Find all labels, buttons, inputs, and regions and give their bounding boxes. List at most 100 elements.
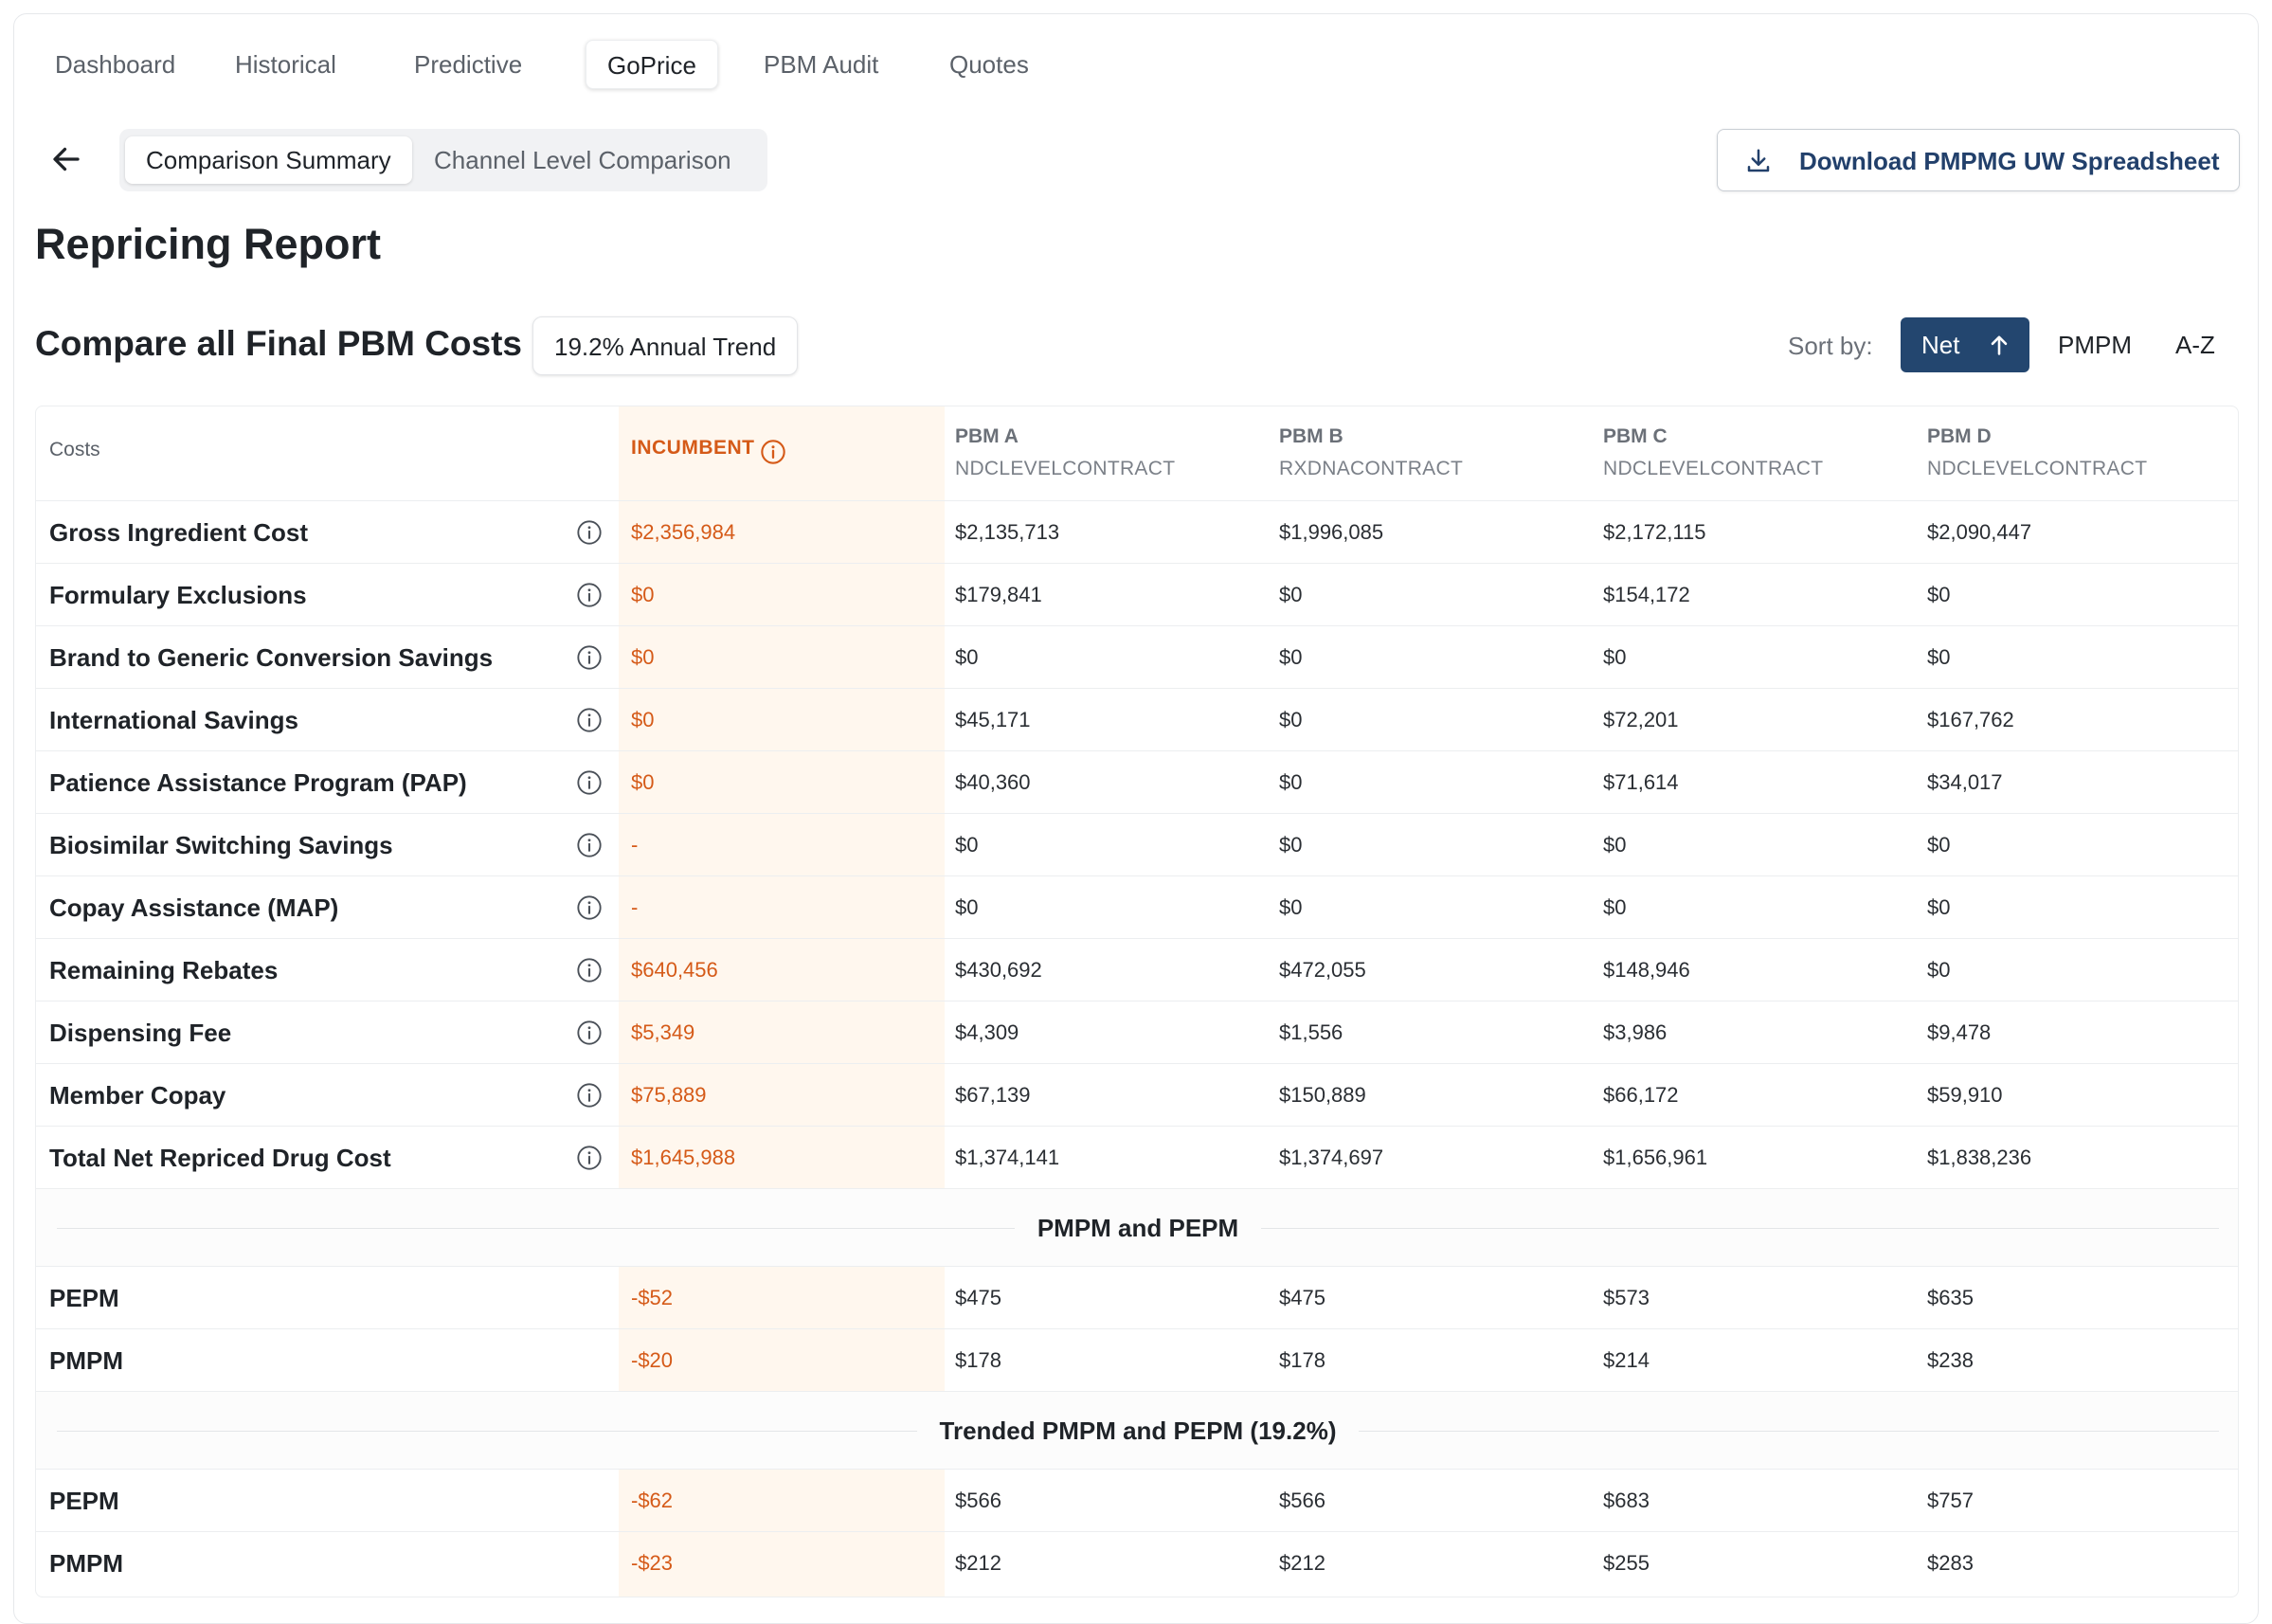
table-row: Formulary Exclusions $0 $179,841 $0 $154,172… xyxy=(36,563,2238,625)
pbm-d-header: PBM D NDCLEVELCONTRACT xyxy=(1927,425,2147,480)
pbm-value-cell: $635 xyxy=(1927,1286,1974,1309)
incumbent-cell: $2,356,984 xyxy=(631,520,736,544)
pbm-value-cell: $212 xyxy=(1279,1551,1325,1575)
pbm-value-cell: $1,374,697 xyxy=(1279,1146,1384,1169)
pbm-value-cell: $1,838,236 xyxy=(1927,1146,2032,1169)
sort-az-button[interactable]: A-Z xyxy=(2175,331,2215,359)
pbm-value-cell: $212 xyxy=(955,1551,1001,1575)
incumbent-cell: $640,456 xyxy=(631,958,718,982)
info-icon[interactable] xyxy=(576,582,603,608)
incumbent-cell: -$23 xyxy=(631,1551,674,1575)
section-title: Compare all Final PBM Costs xyxy=(35,324,522,363)
pbm-name: PBM D xyxy=(1927,425,1992,447)
info-icon[interactable] xyxy=(576,644,603,671)
row-label: International Savings xyxy=(49,706,298,734)
info-icon[interactable] xyxy=(576,894,603,921)
pbm-value-cell: $4,309 xyxy=(955,1020,1019,1044)
pbm-value-cell: $9,478 xyxy=(1927,1020,1992,1044)
pbm-value-cell: $472,055 xyxy=(1279,958,1366,982)
section-title: Trended PMPM and PEPM (19.2%) xyxy=(916,1416,1360,1445)
back-arrow-icon[interactable] xyxy=(49,142,83,176)
sort-net-button[interactable]: Net xyxy=(1901,317,2029,372)
pbm-value-cell: $1,556 xyxy=(1279,1020,1343,1044)
table-row: Brand to Generic Conversion Savings $0 $0 $… xyxy=(36,625,2238,688)
pbm-value-cell: $0 xyxy=(955,895,979,919)
tab-predictive[interactable]: Predictive xyxy=(414,50,523,79)
table-row: Biosimilar Switching Savings - $0 $0 $0 $0 xyxy=(36,813,2238,875)
pbm-value-cell: $0 xyxy=(1279,708,1303,731)
info-icon[interactable] xyxy=(576,769,603,796)
pbm-value-cell: $72,201 xyxy=(1603,708,1679,731)
pbm-value-cell: $0 xyxy=(1927,833,1951,857)
pbm-value-cell: $178 xyxy=(955,1348,1001,1372)
table-row: PMPM -$23 $212 $212 $255 $283 xyxy=(36,1531,2238,1594)
section-header: PMPM and PEPM xyxy=(36,1188,2238,1266)
pbm-value-cell: $255 xyxy=(1603,1551,1650,1575)
pbm-value-cell: $67,139 xyxy=(955,1083,1031,1107)
pbm-value-cell: $1,374,141 xyxy=(955,1146,1060,1169)
pbm-value-cell: $178 xyxy=(1279,1348,1325,1372)
tab-goprice[interactable]: GoPrice xyxy=(586,40,718,89)
pbm-value-cell: $0 xyxy=(1279,645,1303,669)
row-label: Brand to Generic Conversion Savings xyxy=(49,643,494,672)
pbm-value-cell: $2,135,713 xyxy=(955,520,1060,544)
info-icon[interactable] xyxy=(576,1082,603,1109)
info-icon[interactable] xyxy=(576,1020,603,1046)
tab-pbm-audit[interactable]: PBM Audit xyxy=(764,50,879,79)
table-row: Gross Ingredient Cost $2,356,984 $2,135,71… xyxy=(36,500,2238,563)
row-label: Member Copay xyxy=(49,1081,226,1110)
pbm-value-cell: $566 xyxy=(1279,1489,1325,1512)
tab-dashboard[interactable]: Dashboard xyxy=(55,50,176,79)
download-button-label: Download PMPMG UW Spreadsheet xyxy=(1799,147,2220,175)
incumbent-cell: -$52 xyxy=(631,1286,674,1309)
pbm-value-cell: $214 xyxy=(1603,1348,1650,1372)
pbm-value-cell: $0 xyxy=(1279,895,1303,919)
toggle-comparison-summary[interactable]: Comparison Summary xyxy=(125,136,412,184)
info-icon[interactable] xyxy=(576,519,603,546)
pbm-value-cell: $3,986 xyxy=(1603,1020,1668,1044)
pbm-name: PBM A xyxy=(955,425,1019,447)
pbm-value-cell: $45,171 xyxy=(955,708,1031,731)
sort-net-label: Net xyxy=(1921,331,1960,359)
pbm-value-cell: $566 xyxy=(955,1489,1001,1512)
info-icon[interactable] xyxy=(576,1145,603,1171)
pbm-value-cell: $0 xyxy=(1927,645,1951,669)
incumbent-cell: $0 xyxy=(631,645,655,669)
pbm-value-cell: $0 xyxy=(1927,895,1951,919)
table-row: Remaining Rebates $640,456 $430,692 $472,05… xyxy=(36,938,2238,1001)
pbm-value-cell: $757 xyxy=(1927,1489,1974,1512)
pbm-value-cell: $0 xyxy=(1279,583,1303,606)
annual-trend-badge: 19.2% Annual Trend xyxy=(532,316,799,375)
row-label: Patience Assistance Program (PAP) xyxy=(49,768,467,797)
info-icon[interactable] xyxy=(576,707,603,733)
pbm-value-cell: $0 xyxy=(1279,833,1303,857)
table-row: Total Net Repriced Drug Cost $1,645,988 $1… xyxy=(36,1126,2238,1188)
pbm-value-cell: $0 xyxy=(1603,645,1627,669)
sort-pmpm-button[interactable]: PMPM xyxy=(2058,331,2132,359)
incumbent-cell: $75,889 xyxy=(631,1083,707,1107)
row-label: Total Net Repriced Drug Cost xyxy=(49,1144,391,1172)
pbm-value-cell: $66,172 xyxy=(1603,1083,1679,1107)
download-spreadsheet-button[interactable]: Download PMPMG UW Spreadsheet xyxy=(1717,129,2240,191)
row-label: PMPM xyxy=(49,1346,123,1375)
sort-by-label: Sort by: xyxy=(1788,332,1873,360)
tab-historical[interactable]: Historical xyxy=(235,50,336,79)
incumbent-header: INCUMBENT xyxy=(631,437,755,459)
row-label: Biosimilar Switching Savings xyxy=(49,831,393,859)
incumbent-cell: - xyxy=(631,895,639,919)
table-row: Patience Assistance Program (PAP) $0 $40,3… xyxy=(36,750,2238,813)
pbm-value-cell: $683 xyxy=(1603,1489,1650,1512)
toggle-channel-level-comparison[interactable]: Channel Level Comparison xyxy=(434,146,731,174)
tab-quotes[interactable]: Quotes xyxy=(949,50,1029,79)
row-label: Copay Assistance (MAP) xyxy=(49,893,339,922)
row-label: Remaining Rebates xyxy=(49,956,279,984)
info-icon[interactable] xyxy=(576,957,603,983)
info-icon[interactable] xyxy=(760,439,786,465)
info-icon[interactable] xyxy=(576,832,603,858)
comparison-table: Costs INCUMBENT PBM A NDCLEVELCONTRACT P… xyxy=(35,406,2239,1597)
row-label: Dispensing Fee xyxy=(49,1019,232,1047)
costs-header: Costs xyxy=(49,439,100,460)
pbm-value-cell: $475 xyxy=(955,1286,1001,1309)
incumbent-cell: $0 xyxy=(631,708,655,731)
top-nav: Dashboard Historical Predictive GoPrice … xyxy=(13,13,1150,112)
